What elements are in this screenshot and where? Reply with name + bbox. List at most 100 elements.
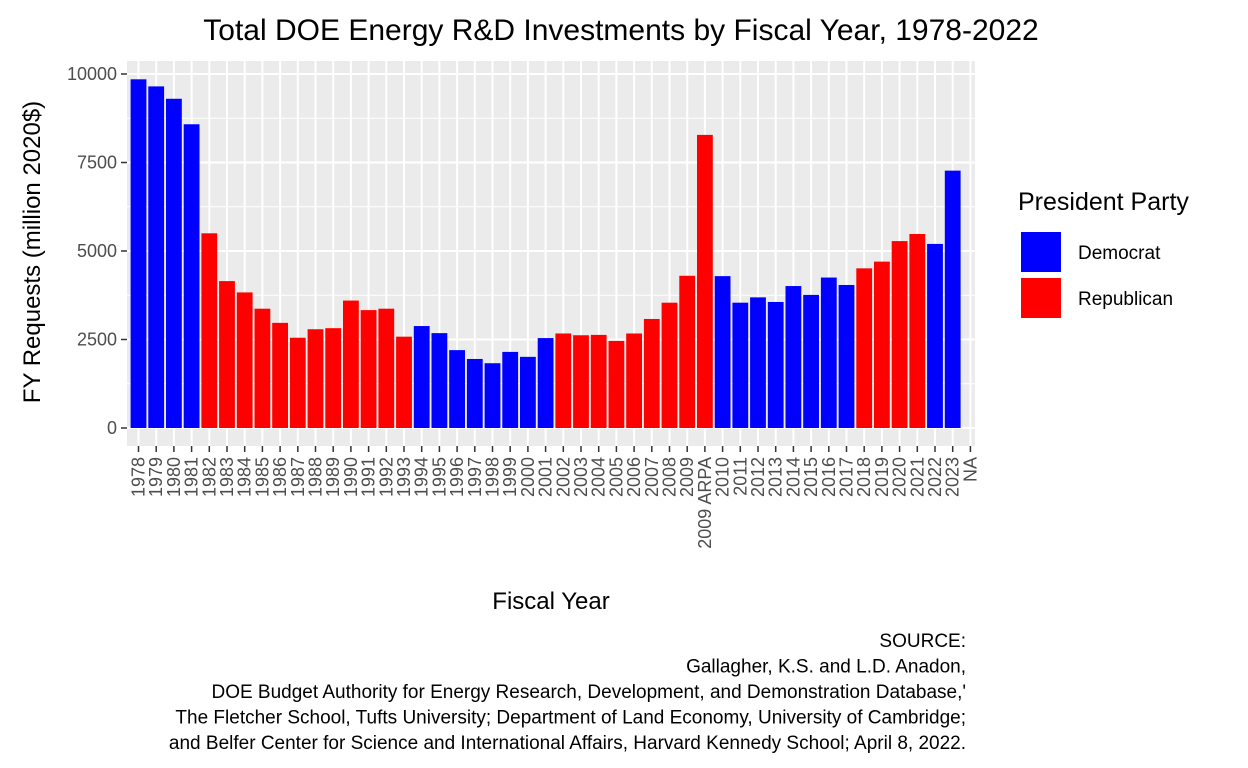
x-tick-label: 1995 xyxy=(429,457,449,497)
y-tick-label: 10000 xyxy=(67,64,117,84)
bar-2022 xyxy=(927,243,943,428)
x-tick-label: 1983 xyxy=(217,457,237,497)
bar-2000 xyxy=(520,356,536,428)
legend: President Party Democrat Republican xyxy=(1018,188,1189,320)
caption-line: DOE Budget Authority for Energy Research… xyxy=(211,682,966,703)
x-tick-label: 1996 xyxy=(447,457,467,497)
bar-2004 xyxy=(590,334,607,428)
bar-1983 xyxy=(219,281,235,428)
bar-2021 xyxy=(909,234,926,428)
legend-title: President Party xyxy=(1018,188,1189,216)
bar-1991 xyxy=(360,310,377,428)
y-tick-label: 2500 xyxy=(77,330,117,350)
y-tick-label: 7500 xyxy=(77,153,117,173)
x-axis: 1978197919801981198219831984198519861987… xyxy=(129,446,980,549)
bar-2016 xyxy=(820,277,837,428)
caption-line: The Fletcher School, Tufts University; D… xyxy=(175,708,966,729)
bar-1978 xyxy=(130,79,147,428)
x-tick-label: 2015 xyxy=(801,457,821,497)
bar-2014 xyxy=(785,286,802,428)
y-tick-label: 0 xyxy=(107,418,117,438)
bar-1996 xyxy=(449,350,465,428)
bar-2012 xyxy=(750,297,766,428)
bar-2009-arpa xyxy=(697,134,713,428)
x-tick-label: NA xyxy=(960,457,980,482)
bar-1985 xyxy=(254,308,271,428)
x-tick-label: 1980 xyxy=(164,457,184,497)
x-tick-label: 1987 xyxy=(288,457,308,497)
legend-label-republican: Republican xyxy=(1078,289,1173,310)
x-tick-label: 2017 xyxy=(837,457,857,497)
x-tick-label: 2008 xyxy=(660,457,680,497)
caption-line: and Belfer Center for Science and Intern… xyxy=(169,733,966,754)
x-tick-label: 2010 xyxy=(713,457,733,497)
bar-2018 xyxy=(856,268,873,428)
bar-1997 xyxy=(466,358,483,428)
bar-1981 xyxy=(183,124,200,428)
chart-title: Total DOE Energy R&D Investments by Fisc… xyxy=(203,14,1038,47)
x-tick-label: 1998 xyxy=(483,457,503,497)
x-tick-label: 1999 xyxy=(500,457,520,497)
x-tick-label: 1990 xyxy=(341,457,361,497)
x-tick-label: 2022 xyxy=(925,457,945,497)
bar-1987 xyxy=(289,337,306,428)
x-tick-label: 1989 xyxy=(323,457,343,497)
x-tick-label: 2000 xyxy=(518,457,538,497)
bar-2023 xyxy=(944,170,961,428)
x-tick-label: 1994 xyxy=(412,457,432,497)
x-tick-label: 2002 xyxy=(553,457,573,497)
x-tick-label: 1986 xyxy=(270,457,290,497)
bar-2002 xyxy=(555,333,572,428)
bar-1989 xyxy=(325,328,342,428)
bar-1986 xyxy=(272,322,288,428)
bar-2010 xyxy=(714,276,731,428)
bar-1998 xyxy=(484,363,501,428)
bar-1979 xyxy=(148,86,165,428)
x-axis-title: Fiscal Year xyxy=(492,588,609,615)
x-tick-label: 2023 xyxy=(943,457,963,497)
bar-1992 xyxy=(378,308,395,428)
x-tick-label: 1991 xyxy=(359,457,379,497)
x-tick-label: 2012 xyxy=(748,457,768,497)
bar-2013 xyxy=(767,301,784,428)
x-tick-label: 2016 xyxy=(819,457,839,497)
y-tick-label: 5000 xyxy=(77,241,117,261)
x-tick-label: 2005 xyxy=(606,457,626,497)
x-tick-label: 2009 ARPA xyxy=(695,457,715,549)
x-tick-label: 2013 xyxy=(766,457,786,497)
bar-2005 xyxy=(608,340,625,428)
x-tick-label: 2021 xyxy=(907,457,927,497)
x-tick-label: 2009 xyxy=(677,457,697,497)
x-tick-label: 2014 xyxy=(783,457,803,497)
x-tick-label: 1978 xyxy=(129,457,149,497)
bar-2001 xyxy=(537,338,554,428)
legend-label-democrat: Democrat xyxy=(1078,243,1161,264)
source-caption: SOURCE: Gallagher, K.S. and L.D. Anadon, D… xyxy=(169,631,966,754)
bar-1988 xyxy=(307,329,324,428)
x-tick-label: 2007 xyxy=(642,457,662,497)
caption-line: Gallagher, K.S. and L.D. Anadon, xyxy=(686,657,966,678)
bar-2015 xyxy=(803,294,819,428)
bar-2006 xyxy=(626,333,642,428)
legend-swatch-republican xyxy=(1019,276,1063,320)
bar-2020 xyxy=(891,241,908,428)
x-tick-label: 2001 xyxy=(536,457,556,497)
x-tick-label: 1985 xyxy=(252,457,272,497)
bar-1990 xyxy=(343,300,359,428)
bar-1984 xyxy=(236,292,253,428)
x-tick-label: 2003 xyxy=(571,457,591,497)
legend-swatch-democrat xyxy=(1019,230,1063,274)
x-tick-label: 2004 xyxy=(589,457,609,497)
y-axis: 0 2500 5000 7500 10000 xyxy=(67,64,127,438)
x-tick-label: 2020 xyxy=(890,457,910,497)
bar-2019 xyxy=(874,261,890,428)
x-tick-label: 1979 xyxy=(146,457,166,497)
bar-2008 xyxy=(661,302,678,428)
y-axis-title: FY Requests (million 2020$) xyxy=(19,101,46,403)
x-tick-label: 1997 xyxy=(465,457,485,497)
x-tick-label: 2019 xyxy=(872,457,892,497)
bar-2003 xyxy=(573,335,589,428)
x-tick-label: 1988 xyxy=(306,457,326,497)
bar-2009 xyxy=(679,275,696,428)
